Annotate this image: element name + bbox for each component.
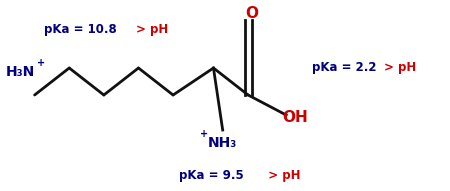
Text: pKa = 10.8: pKa = 10.8 [44,23,117,36]
Text: pKa = 2.2: pKa = 2.2 [311,62,376,74]
Text: +: + [37,58,45,68]
Text: O: O [245,6,258,22]
Text: > pH: > pH [260,168,300,181]
Text: pKa = 9.5: pKa = 9.5 [179,168,243,181]
Text: H₃N: H₃N [6,65,35,79]
Text: +: + [200,129,208,139]
Text: > pH: > pH [384,62,417,74]
Text: NH₃: NH₃ [208,136,237,150]
Text: OH: OH [283,111,308,125]
Text: > pH: > pH [136,23,168,36]
